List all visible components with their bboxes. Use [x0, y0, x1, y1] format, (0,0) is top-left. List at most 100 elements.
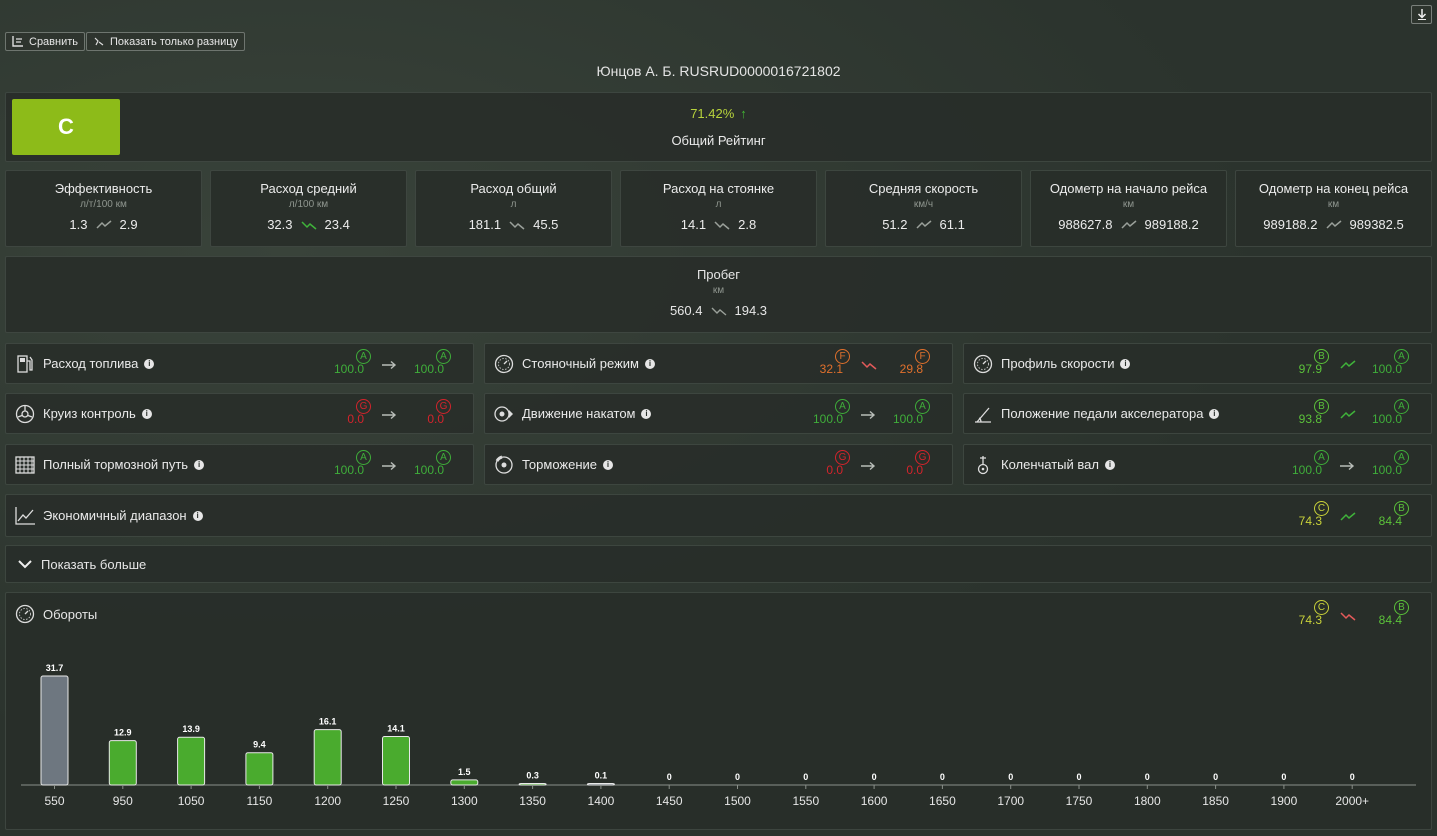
- stat-card: Расход общий л 181.1 45.5: [415, 170, 612, 247]
- kpi-name: Движение накатом: [522, 406, 636, 421]
- stat-from: 51.2: [882, 217, 908, 232]
- kpi-name: Профиль скорости: [1001, 356, 1115, 371]
- stat-unit: л: [510, 199, 517, 210]
- kpi-to-grade: A: [1394, 399, 1409, 414]
- kpi-score: 100.0 A 100.0 A: [324, 444, 464, 485]
- rpm-score: 74.3 C 84.4 B: [1282, 594, 1422, 635]
- bar-data-label: 0: [803, 772, 808, 782]
- x-tick-label: 1250: [383, 794, 410, 808]
- download-icon: [1417, 9, 1426, 20]
- info-icon[interactable]: i: [192, 510, 203, 521]
- kpi-name: Торможение: [522, 457, 598, 472]
- x-tick-label: 1050: [178, 794, 205, 808]
- kpi-from-grade: G: [835, 450, 850, 465]
- kpi-card[interactable]: Полный тормозной путь i: [5, 444, 474, 485]
- trend-up-icon: [95, 219, 111, 229]
- trend-down-icon: [300, 220, 316, 230]
- kpi-card[interactable]: Торможение i: [484, 444, 953, 485]
- x-tick-label: 1450: [656, 794, 683, 808]
- kpi-to-grade: G: [915, 450, 930, 465]
- overall-rating-label: Общий Рейтинг: [671, 133, 766, 148]
- kpi-card[interactable]: Круиз контроль i: [5, 393, 474, 434]
- chart-bar[interactable]: [313, 729, 342, 786]
- overall-grade-badge: C: [12, 99, 120, 155]
- x-tick-label: 1650: [929, 794, 956, 808]
- trend-down-icon: [1340, 612, 1356, 621]
- bar-data-label: 12.9: [114, 728, 132, 738]
- info-icon[interactable]: i: [1120, 358, 1131, 369]
- show-more-toggle[interactable]: Показать больше: [5, 545, 1432, 583]
- brake-disc-icon: [494, 455, 514, 475]
- kpi-card[interactable]: Расход топлива i: [5, 343, 474, 384]
- stat-to: 989382.5: [1349, 217, 1404, 232]
- info-icon[interactable]: i: [194, 459, 205, 470]
- stat-card: Расход средний л/100 км 32.3 23.4: [210, 170, 407, 247]
- kpi-from-value: 32.1: [819, 362, 843, 376]
- chart-bar[interactable]: [382, 736, 410, 786]
- chart-bar[interactable]: [177, 736, 206, 786]
- arrow-right-icon: [382, 360, 397, 370]
- bar-data-label: 0: [1008, 772, 1013, 782]
- arrow-right-icon: [861, 410, 876, 420]
- compare-label: Сравнить: [29, 35, 79, 48]
- kpi-to-grade: A: [436, 450, 451, 465]
- trend-down-icon: [714, 220, 730, 230]
- kpi-to-grade: A: [1394, 450, 1409, 465]
- kpi-card[interactable]: Положение педали акселератора i: [963, 393, 1432, 434]
- eco-range-icon: [15, 506, 35, 526]
- kpi-card[interactable]: Коленчатый вал i: [963, 444, 1432, 485]
- kpi-score: 100.0 A 100.0 A: [324, 343, 464, 384]
- x-tick-label: 1400: [588, 794, 615, 808]
- kpi-card[interactable]: Движение накатом i: [484, 393, 953, 434]
- kpi-to-grade: A: [915, 399, 930, 414]
- pedal-icon: [973, 404, 993, 424]
- chart-bar[interactable]: [108, 740, 137, 786]
- x-tick-label: 1150: [246, 794, 272, 808]
- stat-to: 61.1: [939, 217, 965, 232]
- chart-bar[interactable]: [518, 783, 547, 786]
- kpi-name: Расход топлива: [43, 356, 139, 371]
- bar-data-label: 0: [872, 772, 877, 782]
- bar-data-label: 13.9: [182, 724, 200, 734]
- trend-up-icon: [915, 219, 931, 229]
- kpi-to-grade: G: [436, 399, 451, 414]
- info-icon[interactable]: i: [641, 408, 652, 419]
- chart-bar[interactable]: [450, 779, 479, 786]
- info-icon[interactable]: i: [1209, 408, 1220, 419]
- kpi-eco-range[interactable]: Экономичный диапазон i: [5, 494, 1432, 537]
- rpm-to-value: 84.4: [1378, 613, 1402, 627]
- kpi-to-grade: A: [1394, 349, 1409, 364]
- kpi-card[interactable]: Стояночный режим i: [484, 343, 953, 384]
- download-button[interactable]: [1411, 5, 1432, 24]
- info-icon[interactable]: i: [1104, 459, 1115, 470]
- trend-up-icon: [1325, 219, 1341, 229]
- kpi-from-grade: B: [1314, 399, 1329, 414]
- chart-bar[interactable]: [245, 752, 274, 786]
- x-tick-label: 1750: [1066, 794, 1093, 808]
- chart-bar[interactable]: [586, 783, 615, 786]
- chart-bar[interactable]: [40, 675, 69, 786]
- kpi-card[interactable]: Профиль скорости i: [963, 343, 1432, 384]
- eco-range-from-value: 74.3: [1298, 514, 1322, 528]
- kpi-to-value: 0.0: [427, 412, 444, 426]
- stat-name: Эффективность: [54, 181, 153, 196]
- show-diff-button[interactable]: Показать только разницу: [86, 32, 246, 51]
- eco-range-to-value: 84.4: [1378, 514, 1402, 528]
- kpi-name: Круиз контроль: [43, 406, 136, 421]
- info-icon[interactable]: i: [141, 408, 152, 419]
- x-tick-label: 1500: [724, 794, 751, 808]
- bar-data-label: 9.4: [253, 740, 266, 750]
- info-icon[interactable]: i: [144, 358, 155, 369]
- info-icon[interactable]: i: [603, 459, 614, 470]
- driver-title: Юнцов А. Б. RUSRUD0000016721802: [596, 63, 841, 79]
- kpi-from-grade: F: [835, 349, 850, 364]
- trend-down-icon: [711, 307, 726, 316]
- x-tick-label: 2000+: [1335, 794, 1369, 808]
- x-tick-label: 1850: [1202, 794, 1229, 808]
- overall-percent: 71.42% ↑: [0, 106, 1437, 121]
- overall-rating-panel: [5, 92, 1432, 162]
- eco-range-to-grade: B: [1394, 501, 1409, 516]
- stat-name: Расход средний: [260, 181, 357, 196]
- info-icon[interactable]: i: [644, 358, 655, 369]
- compare-button[interactable]: Сравнить: [5, 32, 86, 51]
